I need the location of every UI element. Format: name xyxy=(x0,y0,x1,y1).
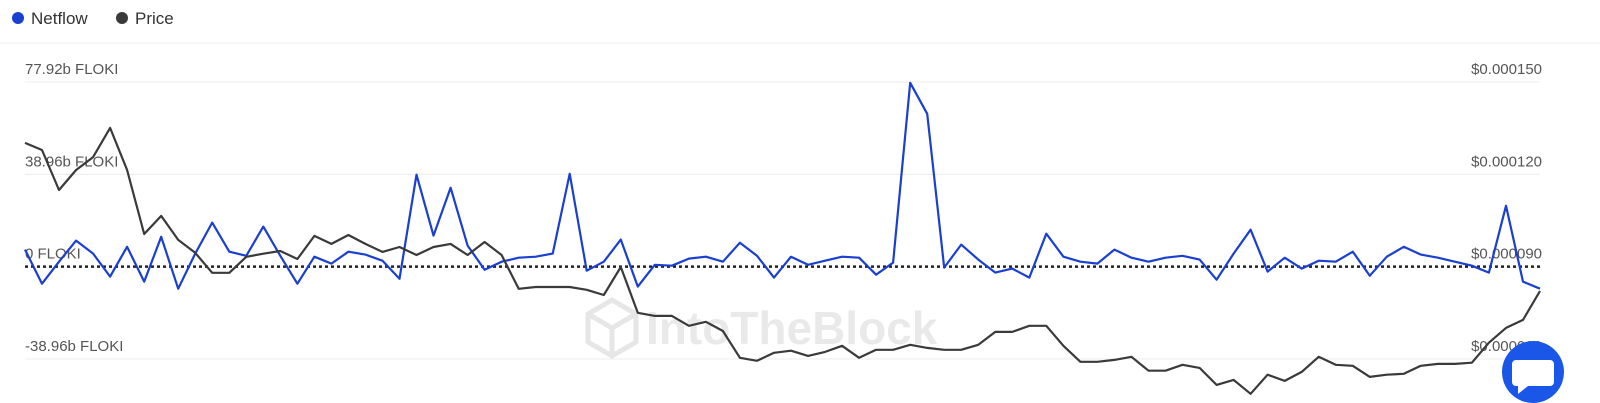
y2-tick-label: $0.000150 xyxy=(1471,61,1542,78)
plot xyxy=(24,81,1541,395)
y-tick-label: -38.96b FLOKI xyxy=(25,338,123,355)
grid: 77.92b FLOKI 38.96b FLOKI 0 FLOKI -38.96b F… xyxy=(25,61,1542,360)
legend-marker xyxy=(12,12,24,24)
series-line xyxy=(24,81,1541,290)
y2-tick-label: $0.000090 xyxy=(1471,246,1542,263)
y-tick-label: 77.92b FLOKI xyxy=(25,61,118,78)
y-tick-label: 38.96b FLOKI xyxy=(25,153,118,170)
legend: Netflow Price xyxy=(12,9,174,28)
chat-icon[interactable] xyxy=(1512,360,1554,394)
watermark-text: IntoTheBlock xyxy=(646,302,938,354)
y2-tick-label: $0.000120 xyxy=(1471,153,1542,170)
legend-marker xyxy=(116,12,128,24)
y-tick-label: 0 FLOKI xyxy=(25,246,81,263)
chat-button[interactable] xyxy=(1502,341,1564,403)
series-line xyxy=(24,126,1541,395)
legend-label: Netflow xyxy=(31,9,88,28)
legend-label: Price xyxy=(135,9,174,28)
watermark-logo xyxy=(585,297,639,359)
watermark: IntoTheBlock xyxy=(585,297,938,359)
